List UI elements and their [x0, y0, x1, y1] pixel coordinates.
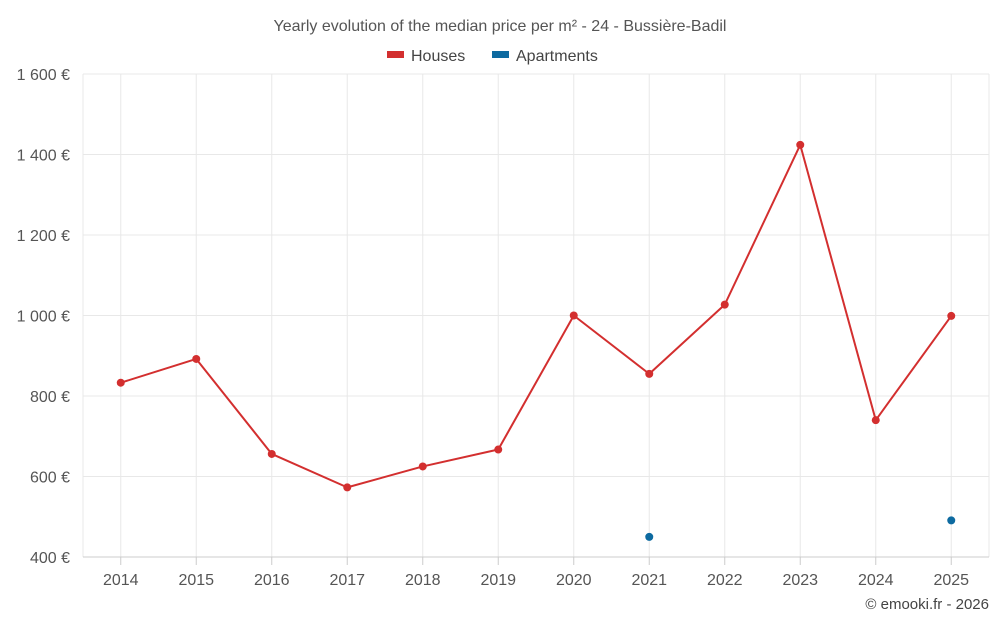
series-line-houses: [120, 143, 953, 489]
x-tick-label: 2025: [933, 572, 969, 589]
legend-item-apartments[interactable]: Apartments: [492, 48, 598, 65]
series-layer: [116, 140, 956, 541]
y-tick-label: 400 €: [30, 550, 70, 567]
x-tick-label: 2019: [480, 572, 516, 589]
chart-title: Yearly evolution of the median price per…: [274, 18, 727, 35]
credit-text: © emooki.fr - 2026: [865, 596, 989, 613]
data-point-apartments[interactable]: [645, 532, 654, 541]
y-tick-label: 600 €: [30, 470, 70, 487]
x-tick-label: 2020: [556, 572, 592, 589]
x-tick-label: 2017: [329, 572, 365, 589]
x-tick-label: 2016: [254, 572, 290, 589]
x-tick-label: 2024: [858, 572, 894, 589]
data-point-houses[interactable]: [267, 449, 276, 458]
legend-swatch: [387, 51, 404, 58]
legend-swatch: [492, 51, 509, 58]
data-point-houses[interactable]: [947, 311, 956, 320]
legend-label: Houses: [411, 48, 465, 65]
data-point-houses[interactable]: [871, 416, 880, 425]
x-tick-label: 2015: [178, 572, 214, 589]
legend-item-houses[interactable]: Houses: [387, 48, 465, 65]
x-tick-label: 2021: [631, 572, 667, 589]
x-tick-label: 2018: [405, 572, 441, 589]
y-tick-label: 1 000 €: [17, 309, 70, 326]
y-tick-label: 1 200 €: [17, 228, 70, 245]
data-point-houses[interactable]: [796, 140, 805, 149]
y-tick-label: 800 €: [30, 389, 70, 406]
legend: Houses Apartments: [387, 48, 598, 65]
data-point-houses[interactable]: [192, 354, 201, 363]
data-point-houses[interactable]: [116, 378, 125, 387]
data-point-houses[interactable]: [343, 483, 352, 492]
data-point-apartments[interactable]: [947, 516, 956, 525]
x-tick-label: 2023: [782, 572, 818, 589]
grid: [82, 73, 990, 557]
data-point-houses[interactable]: [418, 462, 427, 471]
data-point-houses[interactable]: [645, 369, 654, 378]
axes: 400 € 600 € 800 € 1 000 € 1 200 € 1 400 € 1 60…: [17, 67, 989, 589]
data-point-houses[interactable]: [494, 445, 503, 454]
y-tick-label: 1 400 €: [17, 148, 70, 165]
legend-label: Apartments: [516, 48, 598, 65]
y-tick-label: 1 600 €: [17, 67, 70, 84]
data-point-houses[interactable]: [720, 300, 729, 309]
x-tick-label: 2014: [103, 572, 139, 589]
data-point-houses[interactable]: [569, 311, 578, 320]
x-tick-label: 2022: [707, 572, 743, 589]
